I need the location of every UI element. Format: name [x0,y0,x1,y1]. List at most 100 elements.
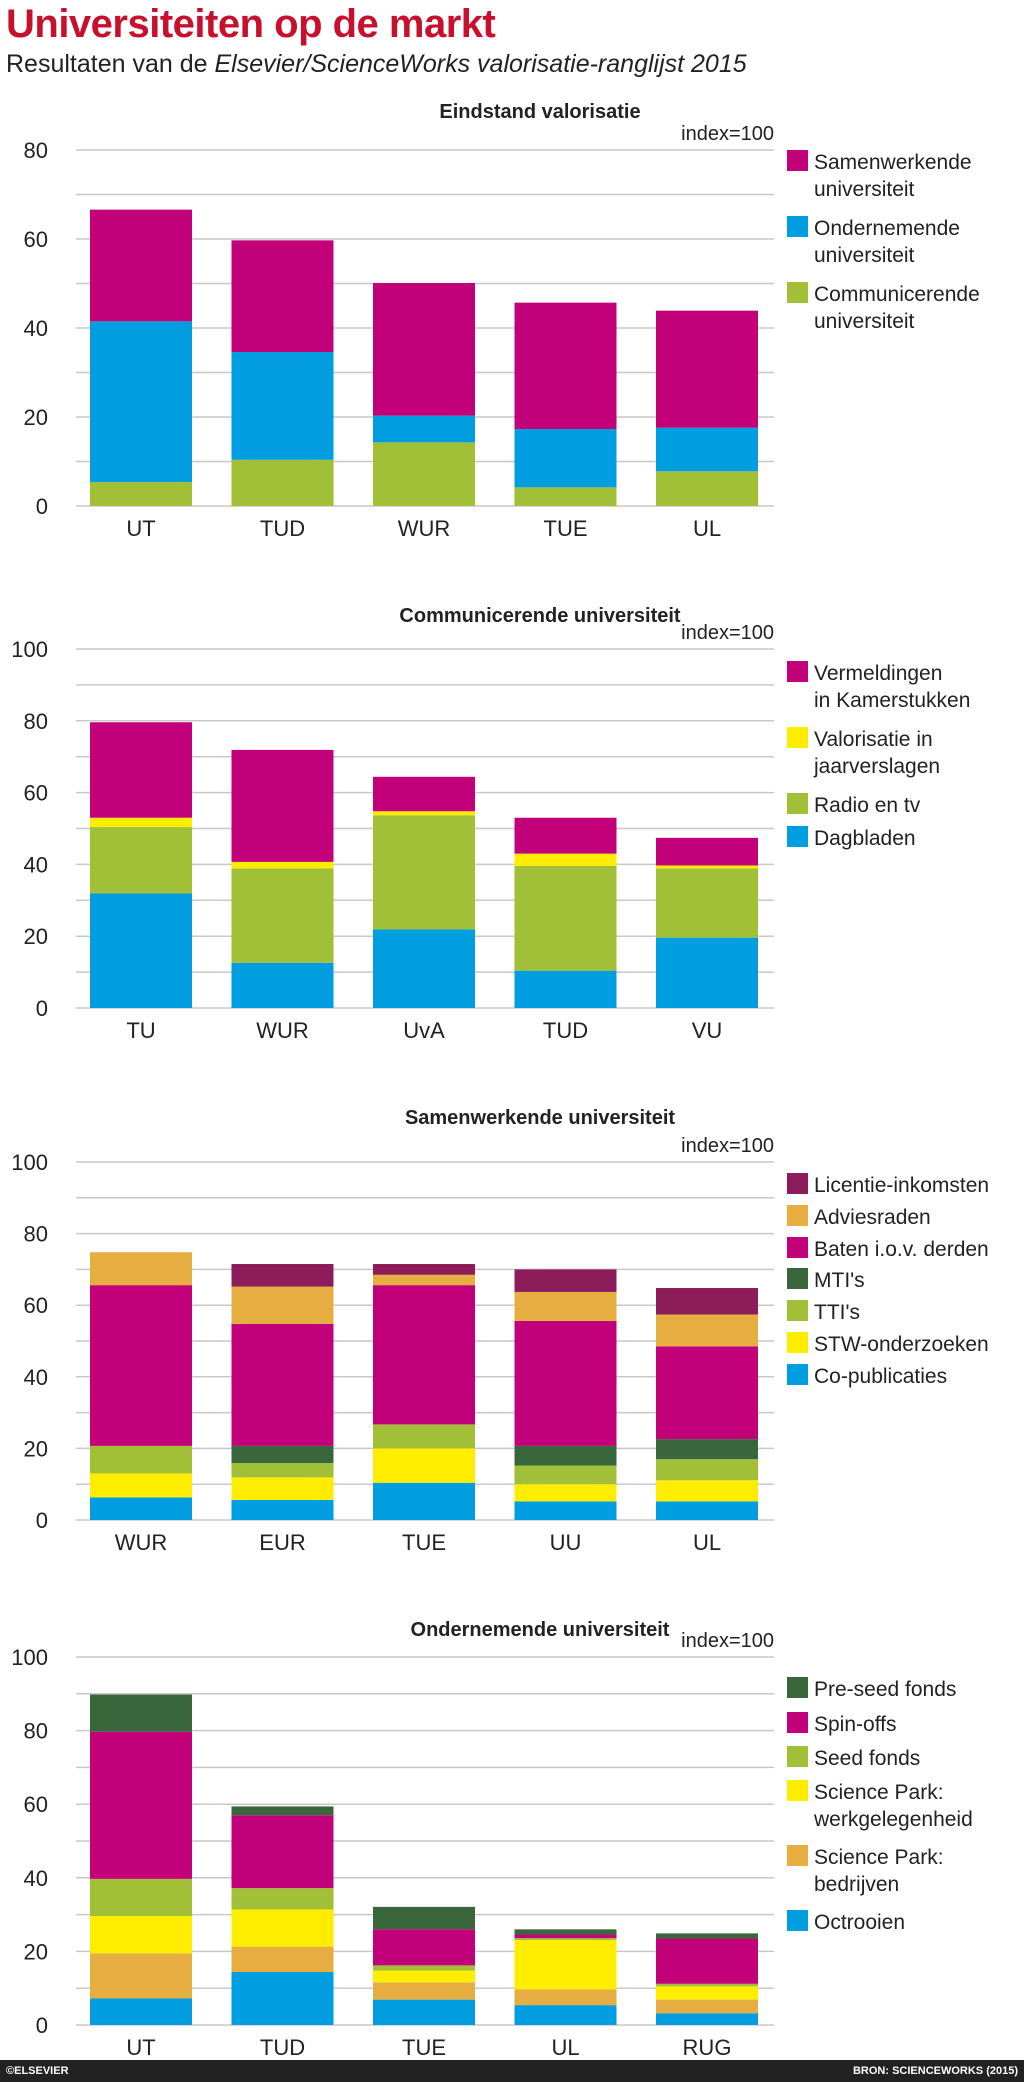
bar-segment [373,1982,475,2000]
bar-segment [656,1999,758,2014]
bar-segment [373,1285,475,1425]
bar-segment [90,1252,192,1286]
legend-label-line: jaarverslagen [813,755,940,778]
bar-segment [656,1459,758,1481]
y-tick-label: 0 [36,2013,48,2038]
legend: Samenwerkende universiteit Ondernemende uni… [787,150,980,333]
legend-label: Ondernemende universiteit [814,217,960,267]
y-tick-label: 80 [24,709,48,734]
legend-label-line: werkgelegenheid [813,1808,973,1831]
bar-segment [656,868,758,938]
legend-swatch [787,282,808,303]
legend-label-line: Co-publicaties [814,1365,947,1388]
bar-segment [514,1484,617,1502]
bar-segment [90,1445,192,1474]
legend-item: Communicerende universiteit [787,282,980,333]
legend-label: Samenwerkende universiteit [814,151,972,201]
bar-segment [656,865,758,869]
legend-swatch [787,1677,808,1698]
chart-title: Communicerende universiteit [399,605,681,627]
bar-segment [90,827,192,894]
legend-swatch [787,826,808,847]
bar-segment [514,302,617,430]
chart-title: Ondernemende universiteit [411,1619,670,1641]
bar-segment [231,868,334,963]
y-tick-label: 0 [36,996,48,1021]
y-tick-label: 60 [24,1792,48,1817]
y-tick-label: 0 [36,494,48,519]
bar-segment [231,1806,334,1816]
y-tick-label: 60 [24,781,48,806]
legend-label: STW-onderzoeken [814,1333,989,1356]
x-tick-label: UvA [403,1018,445,1043]
chart-3: Samenwerkende universiteit index=100 0 20 40… [11,1107,989,1555]
legend-label: Communicerende universiteit [814,283,980,333]
legend-label-line: Samenwerkende [814,151,972,174]
x-tick-label: TUE [402,2035,446,2060]
bar-segment [373,1424,475,1449]
bar-segment [514,1934,617,1939]
bar-segment [373,1929,475,1966]
x-tick-label: RUG [683,2035,732,2060]
legend-swatch [787,661,808,682]
legend-swatch [787,1845,808,1866]
legend-label-line: Octrooien [814,1911,905,1934]
bar-segment [656,471,758,506]
index-note: index=100 [681,1135,774,1157]
bar-segment [373,1965,475,1971]
bar-segment [656,310,758,428]
bar-segment [373,1999,475,2025]
legend-swatch [787,1205,808,1226]
bar-segment [231,1445,334,1464]
bar-segment [514,1291,617,1321]
bar-segment [231,1909,334,1947]
y-tick-label: 60 [24,227,48,252]
legend-swatch [787,1332,808,1353]
legend-label: Co-publicaties [814,1365,947,1388]
legend-label: Spin-offs [814,1713,897,1736]
legend-label-line: Vermeldingen [814,662,942,685]
legend: Vermeldingen in Kamerstukken Valorisatie i… [787,661,970,850]
bar-segment [656,1439,758,1460]
y-tick-label: 40 [24,316,48,341]
chart-title: Samenwerkende universiteit [405,1107,675,1129]
bar-segment [514,970,617,1008]
legend-label-line: Radio en tv [814,794,921,817]
x-tick-label: UL [551,2035,579,2060]
bar-segment [231,1286,334,1324]
bar-segment [373,1906,475,1930]
bar-segment [90,893,192,1008]
y-tick-label: 100 [11,1645,48,1670]
bar-segment [90,1694,192,1732]
legend-item: Spin-offs [787,1712,897,1736]
footer: ©ELSEVIER BRON: SCIENCEWORKS (2015) [0,2060,1024,2082]
bar-segment [90,481,192,506]
bar-segment [514,1320,617,1446]
y-tick-label: 100 [11,1150,48,1175]
chart-title: Eindstand valorisatie [439,101,640,123]
bar-segment [231,962,334,1008]
legend-swatch [787,1780,808,1801]
legend-swatch [787,1173,808,1194]
bar-segment [656,1983,758,1987]
bar-segment [373,415,475,443]
bar-segment [656,427,758,472]
legend-item: Adviesraden [787,1205,931,1229]
legend-item: Octrooien [787,1910,905,1934]
legend-item: Samenwerkende universiteit [787,150,972,201]
legend-label: Baten i.o.v. derden [814,1238,989,1261]
index-note: index=100 [681,622,774,644]
legend-label: Valorisatie in jaarverslagen [813,728,940,778]
legend-label-line: universiteit [814,310,915,333]
legend-swatch [787,1268,808,1289]
x-tick-label: TUD [260,516,305,541]
footer-source: BRON: SCIENCEWORKS (2015) [852,2065,1018,2077]
bar-segment [231,861,334,869]
bar-segment [656,1501,758,1520]
bar-segment [373,1274,475,1286]
bar-segment [373,1264,475,1275]
legend-label-line: Adviesraden [814,1206,931,1229]
legend: Pre-seed fonds Spin-offs Seed fonds Science… [787,1677,973,1934]
legend-label: Licentie-inkomsten [814,1174,989,1197]
